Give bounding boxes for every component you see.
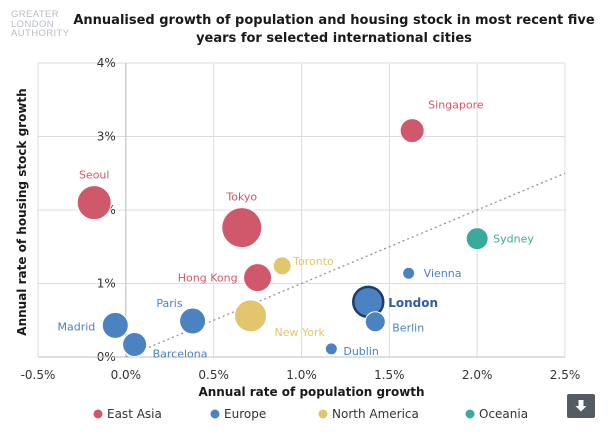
data-label: Paris — [156, 297, 182, 310]
data-label: Toronto — [292, 255, 334, 268]
data-label: Sydney — [493, 233, 534, 246]
data-point — [76, 185, 112, 221]
legend-marker — [93, 409, 103, 419]
data-point — [101, 311, 129, 339]
x-tick-label: 0.0% — [111, 368, 142, 382]
legend-marker — [465, 409, 475, 419]
data-point — [221, 207, 263, 249]
logo-line-2: LONDON — [11, 18, 55, 30]
x-tick-label: 0.5% — [198, 368, 229, 382]
data-label: Hong Kong — [178, 272, 238, 285]
data-point — [324, 342, 338, 356]
data-point — [179, 307, 207, 335]
download-icon — [575, 400, 587, 412]
data-point — [465, 227, 489, 251]
data-label: Vienna — [424, 267, 462, 280]
chart-title: Annualised growth of population and hous… — [73, 13, 595, 46]
trend-line — [125, 172, 566, 358]
data-label: Seoul — [79, 169, 110, 182]
legend-marker — [318, 409, 328, 419]
x-tick-label: 1.0% — [286, 368, 317, 382]
data-label: Dublin — [343, 345, 379, 358]
x-tick-label: 2.0% — [462, 368, 493, 382]
data-label: New York — [275, 326, 326, 339]
x-axis-title: Annual rate of population growth — [198, 385, 424, 399]
logo-line-1: GREATER — [11, 9, 60, 20]
logo-line-3: AUTHORITY — [11, 28, 70, 39]
data-label: Madrid — [58, 320, 96, 333]
y-axis-title: Annual rate of housing stock growth — [15, 88, 29, 335]
data-point — [122, 332, 148, 358]
data-label: Berlin — [392, 322, 424, 335]
y-tick-label: 4% — [97, 56, 116, 70]
data-point — [243, 263, 273, 293]
data-label: Singapore — [428, 99, 484, 112]
gla-logo: GREATER LONDON AUTHORITY — [11, 10, 70, 39]
x-tick-label: 2.5% — [550, 368, 581, 382]
data-label: Barcelona — [153, 348, 208, 361]
download-button[interactable] — [567, 394, 595, 418]
data-point — [364, 311, 386, 333]
x-tick-label: 1.5% — [374, 368, 405, 382]
y-tick-label: 3% — [97, 130, 116, 144]
x-tick-label: -0.5% — [21, 368, 56, 382]
legend-label: Europe — [224, 407, 266, 421]
data-point — [272, 256, 292, 276]
data-label: London — [388, 296, 438, 310]
data-point — [399, 118, 425, 144]
legend-label: North America — [332, 407, 419, 421]
legend-label: Oceania — [479, 407, 528, 421]
legend-marker — [210, 409, 220, 419]
y-tick-label: 1% — [97, 277, 116, 291]
data-point — [234, 299, 268, 333]
legend-label: East Asia — [107, 407, 162, 421]
data-point — [402, 266, 416, 280]
data-label: Tokyo — [225, 191, 257, 204]
